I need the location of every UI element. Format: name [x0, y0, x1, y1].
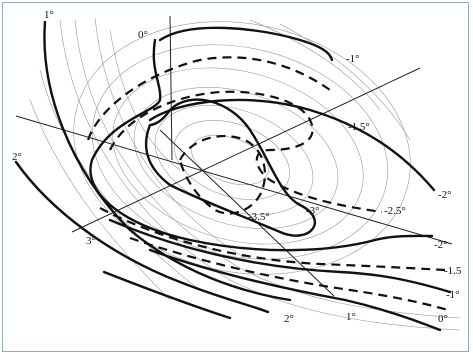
label-m1-5-upper: -1.5° [348, 121, 370, 133]
label-left-2: 2° [12, 151, 22, 163]
label-m1-5-lower: -1.5 [444, 265, 462, 277]
isoline-m0-5-lower [129, 236, 449, 312]
label-bottom-0: 0° [438, 313, 448, 325]
isoline-m1-top [158, 26, 334, 62]
vertical-axis-line [169, 15, 173, 161]
contour-labels: 1° 0° -1° -1.5° -2° -2.5° -3° -3.5° -2° … [12, 9, 462, 325]
label-bottom-1: 1° [346, 311, 356, 323]
isoline-m3-5 [178, 135, 267, 215]
isoline-m2-right [148, 98, 436, 192]
isoline-0-lower [148, 248, 442, 332]
diagonal-line-up [71, 67, 421, 233]
diagram-frame [2, 2, 469, 352]
label-top-1: 1° [44, 9, 54, 21]
label-bottom-2: 2° [284, 313, 294, 325]
isoline-2-left [14, 160, 270, 314]
solid-isolines [14, 20, 452, 332]
isoline-m1-lower [108, 218, 452, 294]
isoline-m3 [144, 98, 316, 237]
label-m3: -3° [306, 205, 320, 217]
dashed-isolines [86, 56, 449, 312]
isoline-3-left [102, 270, 232, 320]
label-m1-lower: -1° [446, 289, 460, 301]
isoline-1-outer [43, 20, 292, 302]
label-m2-right: -2° [438, 189, 452, 201]
isoline-m1-5-lower [99, 207, 446, 272]
isoline-m1-5-upper [86, 56, 331, 141]
label-m3-5: -3.5° [248, 211, 270, 223]
horizontal-axis-line [15, 115, 453, 245]
label-top-0: 0° [138, 29, 148, 41]
label-left-3: 3° [86, 235, 96, 247]
label-m2-lower: -2° [434, 239, 448, 251]
label-m1-top: -1° [346, 53, 360, 65]
isoline-0-main [89, 38, 434, 252]
thin-contours [29, 17, 461, 331]
label-m2-5: -2.5° [384, 205, 406, 217]
isoline-m2-5 [109, 90, 383, 214]
